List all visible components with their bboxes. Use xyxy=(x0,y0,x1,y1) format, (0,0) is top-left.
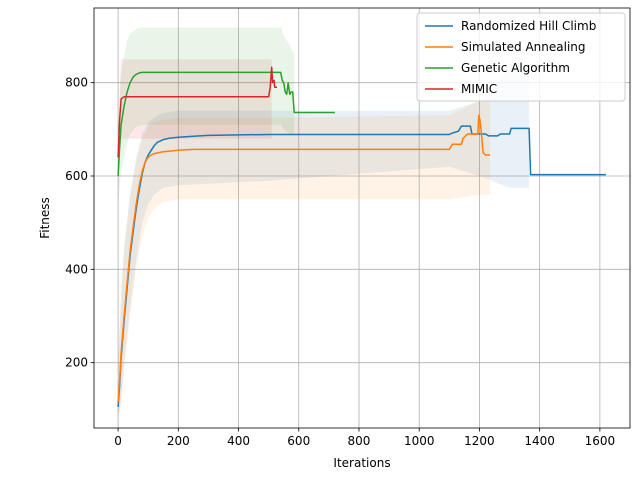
x-tick-label: 800 xyxy=(348,434,371,448)
series-line xyxy=(117,114,490,403)
x-tick-label: 1400 xyxy=(524,434,555,448)
x-tick-label: 200 xyxy=(167,434,190,448)
legend: Randomized Hill Climb Simulated Annealing… xyxy=(416,12,626,102)
legend-label: Randomized Hill Climb xyxy=(461,19,596,33)
legend-label: MIMIC xyxy=(461,82,497,96)
y-axis-title: Fitness xyxy=(38,197,52,239)
y-tick-label: 400 xyxy=(65,262,88,276)
confidence-band xyxy=(118,68,530,419)
x-tick-label: 0 xyxy=(114,434,122,448)
legend-label: Simulated Annealing xyxy=(461,40,586,54)
x-axis-title: Iterations xyxy=(333,456,390,470)
axes-frame xyxy=(93,7,631,429)
confidence-band xyxy=(118,101,490,419)
x-tick-label: 1200 xyxy=(464,434,495,448)
x-tick-label: 400 xyxy=(227,434,250,448)
confidence-band xyxy=(118,59,272,186)
legend-box xyxy=(416,12,626,102)
x-tick-label: 1600 xyxy=(585,434,616,448)
legend-label: Genetic Algorithm xyxy=(461,61,570,75)
y-tick-label: 600 xyxy=(65,169,88,183)
y-tick-label: 200 xyxy=(65,356,88,370)
series-line xyxy=(117,66,278,158)
series-line xyxy=(117,71,335,177)
y-tick-label: 800 xyxy=(65,76,88,90)
x-tick-label: 1000 xyxy=(404,434,435,448)
x-tick-label: 600 xyxy=(287,434,310,448)
